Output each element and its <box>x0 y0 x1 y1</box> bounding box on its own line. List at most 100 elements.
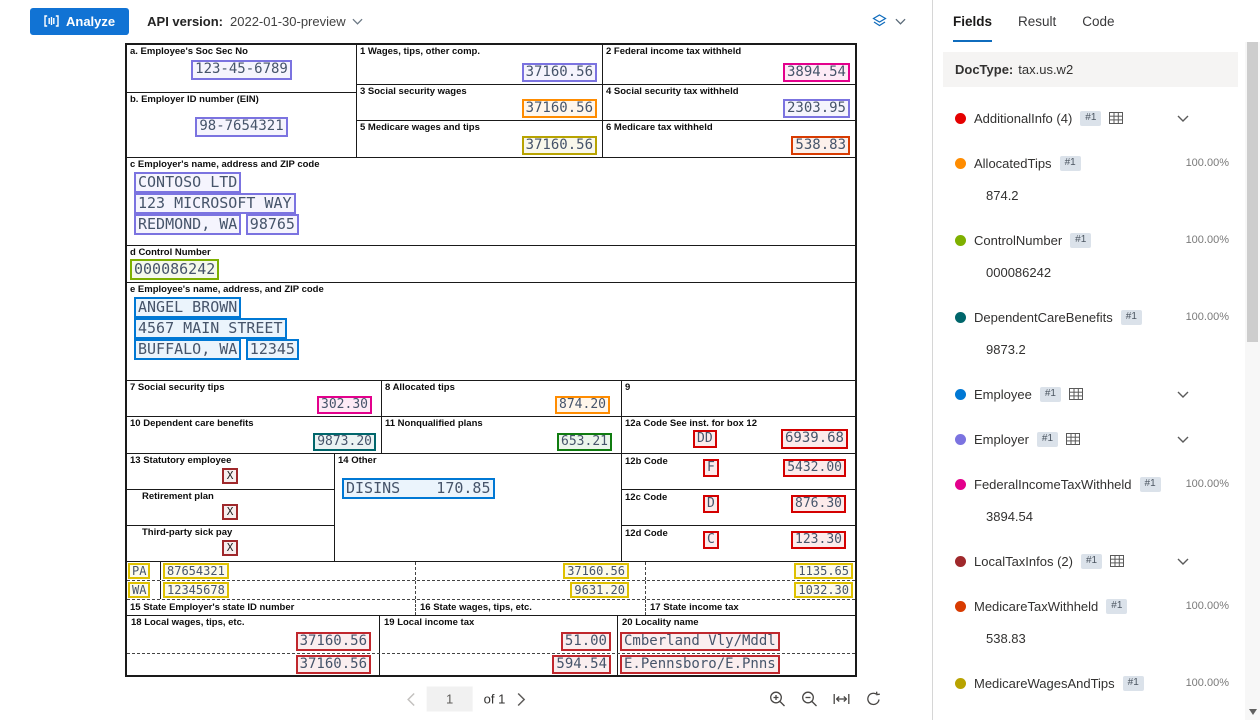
statutory-employee-checkbox[interactable]: X <box>222 468 238 485</box>
rotate-button[interactable] <box>865 691 882 708</box>
box12a-code-highlight[interactable]: DD <box>693 429 717 448</box>
field-row-dependentcarebenefits[interactable]: DependentCareBenefits #1 100.00% 9873.2 <box>943 294 1237 371</box>
employer-name-highlight[interactable]: CONTOSO LTD <box>134 172 242 193</box>
allocated-tips-highlight[interactable]: 874.20 <box>555 395 610 414</box>
field-row-localtaxinfos[interactable]: LocalTaxInfos (2) #1 <box>943 538 1237 583</box>
scrollbar-thumb[interactable] <box>1247 42 1258 342</box>
field-count-badge: #1 <box>1106 598 1128 614</box>
local2-name-highlight[interactable]: E.Pennsboro/E.Pnns <box>620 654 780 675</box>
state1-tax-highlight[interactable]: 1135.65 <box>794 562 853 580</box>
state2-abbr-highlight[interactable]: WA <box>128 581 151 599</box>
field-name: FederalIncomeTaxWithheld <box>974 476 1132 492</box>
ss-tax-highlight[interactable]: 2303.95 <box>782 98 850 118</box>
state1-id-highlight[interactable]: 87654321 <box>163 562 229 580</box>
local1-tax-highlight[interactable]: 51.00 <box>560 631 611 652</box>
zoom-in-button[interactable] <box>769 691 786 708</box>
state2-id-highlight[interactable]: 12345678 <box>163 581 229 599</box>
employee-ssn-highlight[interactable]: 123-45-6789 <box>191 60 292 80</box>
box12d-code-highlight[interactable]: C <box>703 531 719 550</box>
ss-wages-highlight[interactable]: 37160.56 <box>521 98 597 118</box>
tab-code[interactable]: Code <box>1082 13 1115 29</box>
field-row-federalincometaxwithheld[interactable]: FederalIncomeTaxWithheld #1 100.00% 3894… <box>943 461 1237 538</box>
zoom-out-button[interactable] <box>801 691 818 708</box>
chevron-down-icon[interactable] <box>1177 391 1189 398</box>
chevron-down-icon[interactable] <box>1177 558 1189 565</box>
field-color-dot <box>955 388 966 400</box>
employee-name-highlight[interactable]: ANGEL BROWN <box>134 297 242 318</box>
box12c-code-highlight[interactable]: D <box>703 495 719 514</box>
dependent-care-highlight[interactable]: 9873.20 <box>313 432 376 451</box>
employer-zip-highlight[interactable]: 98765 <box>245 214 299 235</box>
employer-city-highlight[interactable]: REDMOND, WA <box>134 214 242 235</box>
analyze-button[interactable]: Analyze <box>30 7 130 35</box>
prev-page-button[interactable] <box>407 692 416 706</box>
retirement-plan-checkbox[interactable]: X <box>222 504 238 521</box>
state1-abbr-highlight[interactable]: PA <box>128 562 151 580</box>
fit-to-page-button[interactable] <box>833 691 850 708</box>
field-count-badge: #1 <box>1059 155 1081 171</box>
employee-street-highlight[interactable]: 4567 MAIN STREET <box>134 318 287 339</box>
page-number-input[interactable] <box>426 686 473 712</box>
control-number-highlight[interactable]: 000086242 <box>130 259 220 280</box>
wages-highlight[interactable]: 37160.56 <box>521 62 597 82</box>
federal-tax-highlight[interactable]: 3894.54 <box>782 62 850 82</box>
local2-wages-highlight[interactable]: 37160.56 <box>295 654 371 675</box>
box12b-label: 12b Code <box>625 456 668 467</box>
field-row-allocatedtips[interactable]: AllocatedTips #1 100.00% 874.2 <box>943 140 1237 217</box>
local1-wages-highlight[interactable]: 37160.56 <box>295 631 371 652</box>
ss-tips-highlight[interactable]: 302.30 <box>317 395 372 414</box>
field-color-dot <box>955 433 966 445</box>
field-name: LocalTaxInfos (2) <box>974 553 1073 569</box>
next-page-button[interactable] <box>516 692 525 706</box>
box17-label: 17 State income tax <box>645 600 855 615</box>
local2-tax-highlight[interactable]: 594.54 <box>552 654 611 675</box>
zoom-controls <box>769 691 882 708</box>
panel-scrollbar[interactable] <box>1245 42 1260 720</box>
api-version-select[interactable]: 2022-01-30-preview <box>230 14 363 29</box>
chevron-down-icon[interactable] <box>1177 436 1189 443</box>
box20-label: 20 Locality name <box>622 617 699 628</box>
field-color-dot <box>955 157 966 169</box>
box12a-amount-highlight[interactable]: 6939.68 <box>780 429 848 449</box>
box12c-amount-highlight[interactable]: 876.30 <box>791 495 846 514</box>
box12d-amount-highlight[interactable]: 123.30 <box>791 531 846 550</box>
box12b-amount-highlight[interactable]: 5432.00 <box>783 459 846 478</box>
medicare-wages-highlight[interactable]: 37160.56 <box>521 135 597 155</box>
field-name: MedicareWagesAndTips <box>974 675 1115 691</box>
employer-street-highlight[interactable]: 123 MICROSOFT WAY <box>134 193 296 214</box>
local1-name-highlight[interactable]: Cmberland Vly/Mddl <box>620 631 780 652</box>
state1-wages-highlight[interactable]: 37160.56 <box>563 562 629 580</box>
nonqualified-plans-highlight[interactable]: 653.21 <box>557 432 612 451</box>
scroll-down-icon[interactable] <box>1249 709 1257 715</box>
box13-retirement-label: Retirement plan <box>142 491 214 502</box>
chevron-down-icon[interactable] <box>1177 115 1189 122</box>
box19-label: 19 Local income tax <box>380 616 618 630</box>
field-row-additionalinfo[interactable]: AdditionalInfo (4) #1 <box>943 95 1237 140</box>
state2-tax-highlight[interactable]: 1032.30 <box>794 581 853 599</box>
field-row-medicaretaxwithheld[interactable]: MedicareTaxWithheld #1 100.00% 538.83 <box>943 583 1237 660</box>
document-canvas[interactable]: a. Employee's Soc Sec No 123-45-6789 b. … <box>0 42 932 678</box>
box16-label: 16 State wages, tips, etc. <box>415 600 645 615</box>
box12b-code-highlight[interactable]: F <box>703 459 719 478</box>
field-row-medicarewagesandtips[interactable]: MedicareWagesAndTips #1 100.00% <box>943 660 1237 705</box>
box-d-label: d Control Number <box>130 247 211 258</box>
box-a-label: a. Employee's Soc Sec No <box>130 46 248 57</box>
third-party-sick-pay-checkbox[interactable]: X <box>222 540 238 557</box>
state2-wages-highlight[interactable]: 9631.20 <box>570 581 629 599</box>
box13-statutory-label: 13 Statutory employee <box>130 455 232 466</box>
field-confidence: 100.00% <box>1185 157 1229 169</box>
medicare-tax-highlight[interactable]: 538.83 <box>791 135 850 155</box>
employee-zip-highlight[interactable]: 12345 <box>245 339 299 360</box>
layers-button[interactable] <box>871 13 906 29</box>
box12c-label: 12c Code <box>625 492 668 503</box>
box10-label: 10 Dependent care benefits <box>130 418 254 429</box>
tab-fields[interactable]: Fields <box>953 0 993 42</box>
box8-label: 8 Allocated tips <box>385 382 455 393</box>
field-row-controlnumber[interactable]: ControlNumber #1 100.00% 000086242 <box>943 217 1237 294</box>
box14-other-highlight[interactable]: DISINS 170.85 <box>342 478 495 499</box>
field-row-employer[interactable]: Employer #1 <box>943 416 1237 461</box>
employee-city-highlight[interactable]: BUFFALO, WA <box>134 339 242 360</box>
employer-ein-highlight[interactable]: 98-7654321 <box>195 117 288 137</box>
field-row-employee[interactable]: Employee #1 <box>943 371 1237 416</box>
tab-result[interactable]: Result <box>1018 13 1057 29</box>
